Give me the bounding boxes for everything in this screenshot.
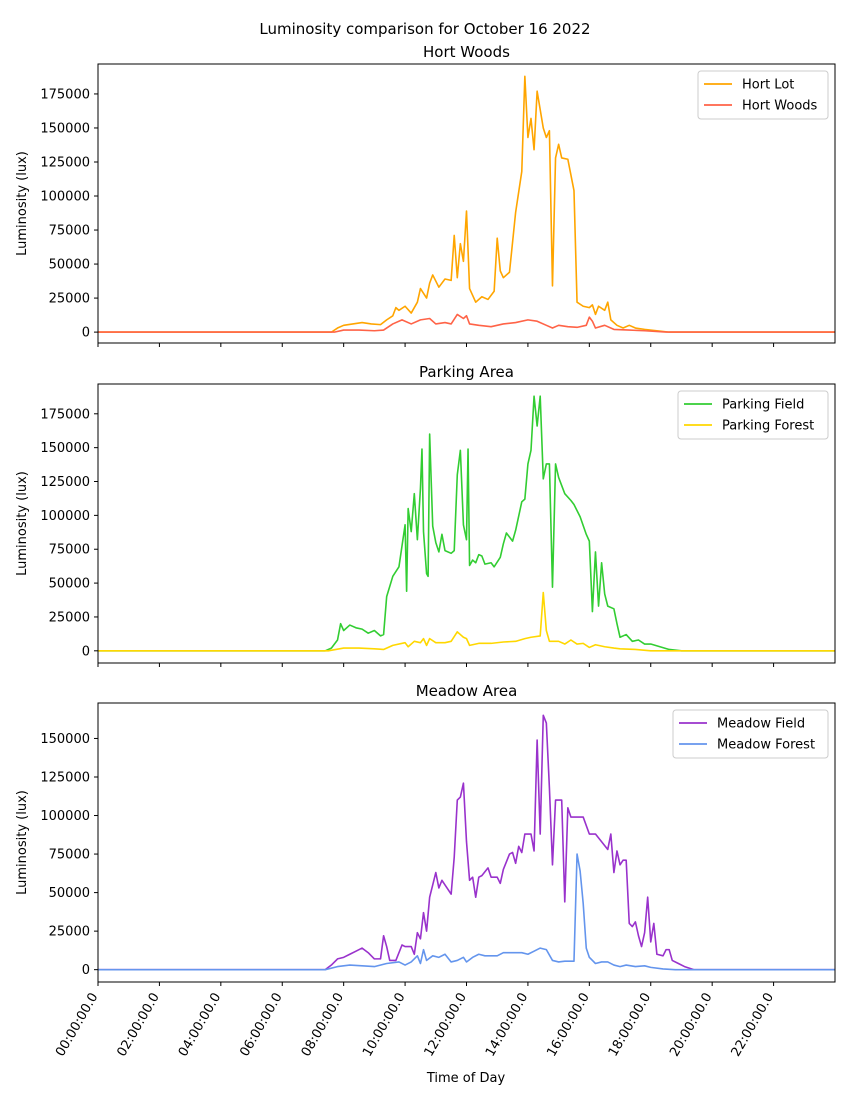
plot-frame xyxy=(97,63,836,344)
x-tick-label: 06:00:00.0 xyxy=(237,991,285,1060)
y-tick-label: 100000 xyxy=(40,809,90,824)
figure-title: Luminosity comparison for October 16 202… xyxy=(259,20,590,38)
y-tick-label: 50000 xyxy=(49,577,90,592)
y-tick-label: 150000 xyxy=(40,732,90,747)
y-tick-label: 50000 xyxy=(49,258,90,273)
legend-box xyxy=(672,709,829,759)
x-tick-label: 18:00:00.0 xyxy=(606,991,654,1060)
series-line-parking-field xyxy=(98,395,835,652)
plot-frame xyxy=(97,383,836,664)
x-tick-label: 02:00:00.0 xyxy=(114,991,162,1060)
x-tick-label: 00:00:00.0 xyxy=(53,991,101,1060)
y-tick-label: 0 xyxy=(82,644,90,659)
y-tick-label: 75000 xyxy=(49,224,90,239)
y-tick-label: 25000 xyxy=(49,925,90,940)
y-tick-label: 75000 xyxy=(49,543,90,558)
y-tick-label: 125000 xyxy=(40,770,90,785)
y-tick-label: 50000 xyxy=(49,886,90,901)
legend-label: Hort Lot xyxy=(742,78,794,93)
legend-label: Parking Forest xyxy=(722,419,814,434)
x-tick-label: 16:00:00.0 xyxy=(544,991,592,1060)
legend: Parking Field Parking Forest xyxy=(677,390,829,440)
y-axis-label: Luminosity (lux) xyxy=(15,790,30,895)
panel-title: Parking Area xyxy=(419,363,514,381)
y-tick-label: 150000 xyxy=(40,121,90,136)
y-tick-label: 175000 xyxy=(40,407,90,422)
y-tick-label: 100000 xyxy=(40,190,90,205)
panel-3: Meadow Area Luminosity (lux) 0 25000 50000 75… xyxy=(15,682,836,1060)
y-axis-label: Luminosity (lux) xyxy=(15,151,30,256)
panel-title: Hort Woods xyxy=(423,43,510,61)
y-tick-label: 25000 xyxy=(49,292,90,307)
x-tick-label: 10:00:00.0 xyxy=(360,991,408,1060)
y-tick-label: 100000 xyxy=(40,509,90,524)
legend: Hort Lot Hort Woods xyxy=(697,70,829,120)
y-tick-label: 75000 xyxy=(49,848,90,863)
plot-frame xyxy=(97,702,836,983)
x-axis-label: Time of Day xyxy=(426,1071,506,1086)
panel-title: Meadow Area xyxy=(416,682,518,700)
x-tick-label: 08:00:00.0 xyxy=(299,991,347,1060)
x-tick-label: 22:00:00.0 xyxy=(729,991,777,1060)
legend: Meadow Field Meadow Forest xyxy=(672,709,829,759)
legend-label: Meadow Forest xyxy=(717,738,815,753)
y-tick-label: 150000 xyxy=(40,441,90,456)
legend-box xyxy=(697,70,829,120)
legend-label: Parking Field xyxy=(722,398,804,413)
x-tick-label: 12:00:00.0 xyxy=(422,991,470,1060)
y-tick-label: 125000 xyxy=(40,155,90,170)
legend-label: Hort Woods xyxy=(742,99,818,114)
x-tick-label: 14:00:00.0 xyxy=(483,991,531,1060)
series-line-meadow-forest xyxy=(98,853,835,971)
y-tick-label: 0 xyxy=(82,326,90,341)
panel-2: Parking Area Luminosity (lux) 0 25000 50000 7… xyxy=(15,363,836,667)
legend-label: Meadow Field xyxy=(717,717,805,732)
series-line-hort-lot xyxy=(98,75,835,333)
legend-box xyxy=(677,390,829,440)
y-tick-label: 125000 xyxy=(40,475,90,490)
y-tick-label: 0 xyxy=(82,963,90,978)
y-axis-label: Luminosity (lux) xyxy=(15,471,30,576)
y-tick-label: 175000 xyxy=(40,87,90,102)
series-line-meadow-field xyxy=(98,714,835,971)
series-line-parking-forest xyxy=(98,591,835,652)
x-tick-label: 04:00:00.0 xyxy=(176,991,224,1060)
series-line-hort-woods xyxy=(98,313,835,333)
x-tick-label: 20:00:00.0 xyxy=(667,991,715,1060)
y-tick-label: 25000 xyxy=(49,610,90,625)
panel-1: Hort Woods Luminosity (lux) 0 25000 50000 750… xyxy=(15,43,836,347)
